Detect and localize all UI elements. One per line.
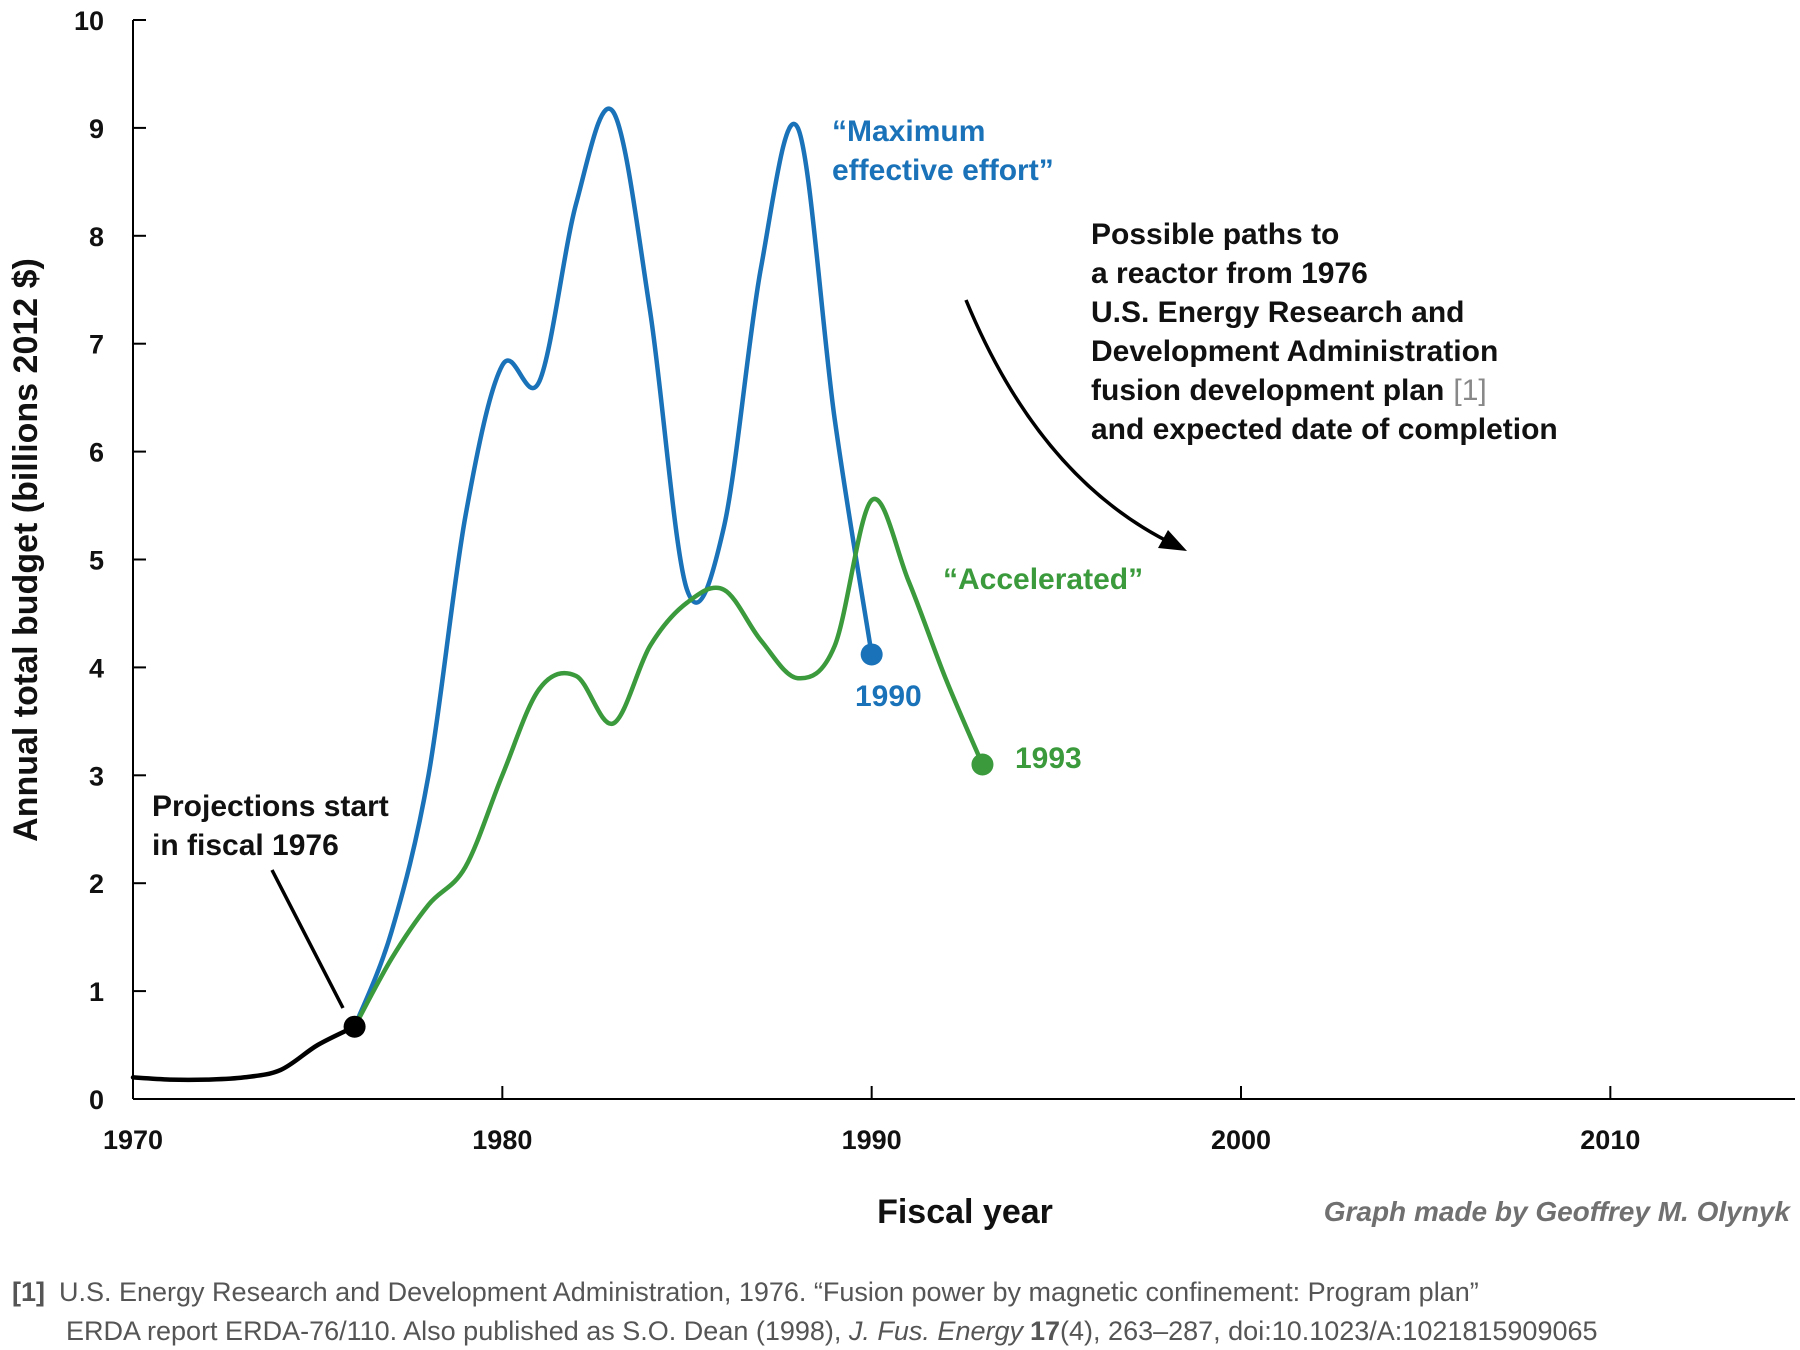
projection-start-marker bbox=[343, 1015, 366, 1038]
x-tick-label: 2010 bbox=[1580, 1125, 1640, 1155]
paths-plan-ref: [1] bbox=[1453, 374, 1486, 407]
reference-text-2b: (4), 263–287, doi:10.1023/A:102181590906… bbox=[1060, 1316, 1597, 1346]
y-tick-label: 9 bbox=[89, 114, 104, 144]
arrow-head-icon bbox=[1158, 530, 1187, 551]
y-tick-label: 2 bbox=[89, 869, 104, 899]
reference-journal: J. Fus. Energy bbox=[848, 1316, 1025, 1346]
y-tick-label: 6 bbox=[89, 438, 104, 468]
x-tick-label: 1980 bbox=[472, 1125, 532, 1155]
series-line-historical bbox=[130, 1024, 357, 1083]
y-tick-label: 1 bbox=[89, 977, 104, 1007]
projection-start-label-line-1: Projections start bbox=[152, 790, 389, 823]
y-tick-label: 7 bbox=[89, 330, 104, 360]
y-tick-label: 0 bbox=[89, 1085, 104, 1115]
y-axis-title: Annual total budget (billions 2012 $) bbox=[7, 258, 45, 842]
reference-text-1: U.S. Energy Research and Development Adm… bbox=[59, 1277, 1479, 1307]
reference-line-1: [1] U.S. Energy Research and Development … bbox=[12, 1277, 1479, 1307]
reference-marker: [1] bbox=[12, 1277, 45, 1307]
axis-ticks bbox=[132, 19, 1612, 1100]
paths-label-line-2: a reactor from 1976 bbox=[1091, 257, 1368, 290]
endpoint-marker-1993 bbox=[971, 753, 994, 776]
endpoint-marker-1990 bbox=[860, 643, 883, 666]
tick-labels: 0 1 2 3 4 5 6 7 8 9 10 1970 1980 1990 2000 2010 bbox=[74, 6, 1640, 1155]
y-tick-label: 8 bbox=[89, 222, 104, 252]
series-line-accelerated bbox=[352, 496, 985, 1029]
accelerated-label: “Accelerated” bbox=[943, 563, 1143, 596]
paths-label-line-6: and expected date of completion bbox=[1091, 413, 1558, 446]
y-tick-label: 4 bbox=[89, 653, 104, 683]
y-tick-label: 3 bbox=[89, 761, 104, 791]
paths-curved-arrow bbox=[964, 299, 1176, 547]
projection-start-pointer bbox=[270, 869, 345, 1009]
maximum-effort-label-line-2: effective effort” bbox=[832, 154, 1054, 187]
paths-label-line-1: Possible paths to bbox=[1091, 218, 1339, 251]
projection-start-label-line-2: in fiscal 1976 bbox=[152, 829, 339, 862]
reference-line-2: ERDA report ERDA-76/110. Also published … bbox=[66, 1316, 1598, 1346]
endpoint-label-1993: 1993 bbox=[1015, 742, 1082, 775]
y-tick-label: 5 bbox=[89, 546, 104, 576]
series-line-maximum-effort bbox=[352, 106, 874, 1029]
paths-label-line-5: fusion development plan [1] bbox=[1091, 374, 1487, 407]
x-axis-title: Fiscal year bbox=[877, 1193, 1053, 1231]
series-points bbox=[133, 112, 983, 1080]
reference-volume: 17 bbox=[1030, 1316, 1060, 1346]
x-tick-label: 1970 bbox=[103, 1125, 163, 1155]
x-tick-label: 2000 bbox=[1211, 1125, 1271, 1155]
paths-label-line-3: U.S. Energy Research and bbox=[1091, 296, 1464, 329]
y-tick-label: 10 bbox=[74, 6, 104, 36]
endpoint-label-1990: 1990 bbox=[855, 680, 922, 713]
x-tick-label: 1990 bbox=[842, 1125, 902, 1155]
paths-label-line-4: Development Administration bbox=[1091, 335, 1498, 368]
maximum-effort-label-line-1: “Maximum bbox=[832, 115, 985, 148]
paths-plan-text: fusion development plan bbox=[1091, 374, 1444, 407]
graph-credit: Graph made by Geoffrey M. Olynyk bbox=[1324, 1196, 1792, 1227]
reference-text-2a: ERDA report ERDA-76/110. Also published … bbox=[66, 1316, 849, 1346]
